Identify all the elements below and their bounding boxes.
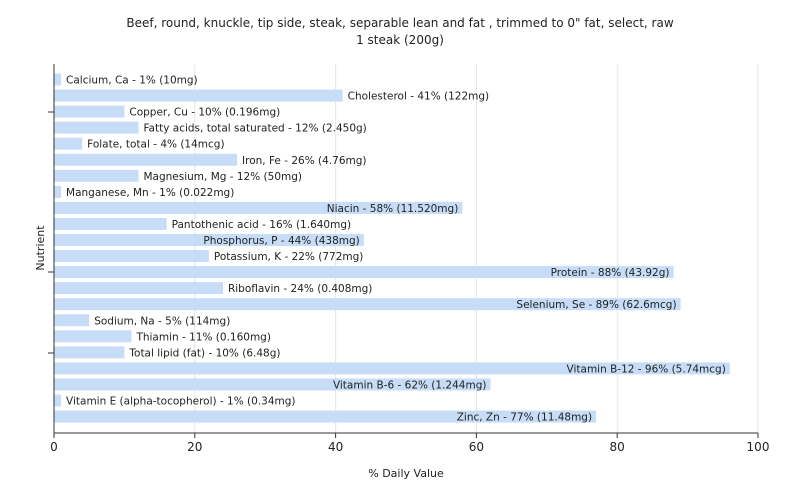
x-tick-label-5: 100: [747, 440, 770, 454]
bar-9: [54, 217, 167, 230]
bar-label-15: Sodium, Na - 5% (114mg): [94, 315, 230, 327]
bar-12: [54, 266, 674, 279]
bar-label-7: Manganese, Mn - 1% (0.022mg): [66, 187, 234, 199]
bar-label-2: Copper, Cu - 10% (0.196mg): [129, 107, 280, 119]
bar-8: [54, 201, 463, 214]
bar-18: [54, 362, 730, 375]
bar-2: [54, 105, 125, 118]
bar-label-9: Pantothenic acid - 16% (1.640mg): [172, 219, 351, 231]
chart-title: Beef, round, knuckle, tip side, steak, s…: [126, 16, 674, 30]
bar-label-3: Fatty acids, total saturated - 12% (2.45…: [143, 123, 366, 135]
bar-6: [54, 169, 139, 182]
bar-label-21: Zinc, Zn - 77% (11.48mg): [457, 412, 592, 424]
x-tick-label-2: 40: [328, 440, 343, 454]
bar-17: [54, 346, 125, 359]
bar-label-19: Vitamin B-6 - 62% (1.244mg): [333, 379, 487, 391]
bar-label-11: Potassium, K - 22% (772mg): [214, 251, 364, 263]
bar-label-0: Calcium, Ca - 1% (10mg): [66, 75, 198, 87]
bar-11: [54, 250, 209, 263]
bar-13: [54, 282, 223, 295]
bar-label-12: Protein - 88% (43.92g): [551, 267, 670, 279]
bar-16: [54, 330, 132, 343]
x-tick-label-4: 80: [610, 440, 625, 454]
bar-5: [54, 153, 238, 166]
bar-7: [54, 185, 62, 198]
x-tick-label-1: 20: [187, 440, 202, 454]
bar-label-16: Thiamin - 11% (0.160mg): [135, 331, 271, 343]
bar-label-20: Vitamin E (alpha-tocopherol) - 1% (0.34m…: [66, 396, 296, 408]
bar-label-8: Niacin - 58% (11.520mg): [327, 203, 459, 215]
bar-20: [54, 394, 62, 407]
bar-label-5: Iron, Fe - 26% (4.76mg): [242, 155, 366, 167]
bar-10: [54, 234, 364, 246]
bar-label-6: Magnesium, Mg - 12% (50mg): [143, 171, 302, 183]
bar-label-1: Cholesterol - 41% (122mg): [348, 91, 490, 103]
bar-14: [54, 298, 681, 311]
bar-0: [54, 73, 62, 86]
bar-label-4: Folate, total - 4% (14mcg): [87, 139, 224, 151]
y-axis-label: Nutrient: [34, 225, 47, 271]
bar-label-10: Phosphorus, P - 44% (438mg): [203, 235, 359, 247]
bar-label-17: Total lipid (fat) - 10% (6.48g): [128, 347, 280, 359]
bar-21: [54, 410, 597, 423]
bar-19: [54, 378, 491, 391]
bar-4: [54, 137, 83, 150]
bar-15: [54, 314, 90, 327]
x-tick-label-0: 0: [50, 440, 58, 454]
bar-label-14: Selenium, Se - 89% (62.6mcg): [516, 299, 676, 311]
x-tick-label-3: 60: [469, 440, 484, 454]
bar-3: [54, 121, 139, 134]
bar-label-18: Vitamin B-12 - 96% (5.74mcg): [567, 363, 726, 375]
bar-label-13: Riboflavin - 24% (0.408mg): [228, 283, 372, 295]
chart-subtitle: 1 steak (200g): [356, 33, 444, 47]
bar-1: [54, 89, 343, 102]
x-axis-label: % Daily Value: [368, 467, 444, 480]
